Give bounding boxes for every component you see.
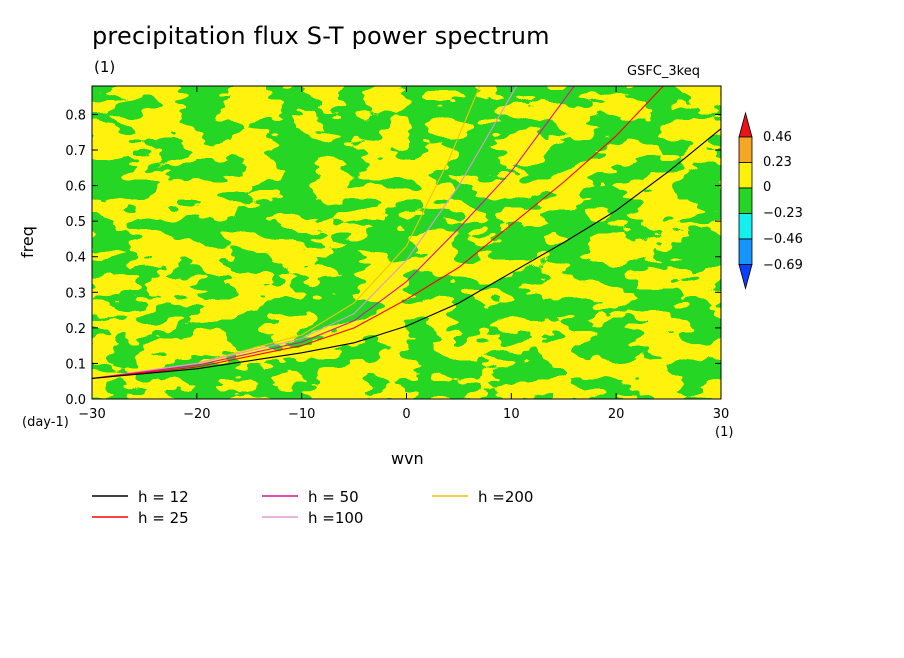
heatmap-field <box>92 86 721 399</box>
field-cyan-patches <box>92 86 721 399</box>
dispersion-curve <box>92 128 721 379</box>
y-tick-label: 0.7 <box>65 144 86 159</box>
x-tick-label: 10 <box>503 407 520 422</box>
y-axis: 0.0 0.1 0.2 0.3 0.4 0.5 0.6 0.7 0.8 <box>65 108 721 408</box>
x-tick-label: 20 <box>608 407 625 422</box>
y-tick-label: 0.2 <box>65 322 86 337</box>
colorbar-cell <box>738 187 753 214</box>
x-tick-label: 30 <box>713 407 730 422</box>
chart-title: precipitation flux S-T power spectrum <box>92 22 550 50</box>
y-unit-label: (day-1) <box>22 415 69 430</box>
y-tick-label: 0.5 <box>65 215 86 230</box>
colorbar-cell <box>738 136 753 163</box>
colorbar-label: −0.23 <box>763 206 803 221</box>
legend-label: h = 25 <box>138 509 189 527</box>
x-axis: −30 −20 −10 0 10 20 30 <box>78 86 729 422</box>
colorbar-label: 0 <box>763 180 772 195</box>
y-tick-label: 0.8 <box>65 108 86 123</box>
y-axis-label: freq <box>18 226 37 258</box>
field-unit-label: (1) <box>94 58 116 76</box>
colorbar-cell <box>738 111 753 138</box>
x-tick-label: −30 <box>78 407 105 422</box>
colorbar-label: −0.69 <box>763 258 803 273</box>
experiment-label: GSFC_3keq <box>627 64 700 79</box>
legend-label: h =100 <box>308 509 363 527</box>
dispersion-curves <box>92 86 721 379</box>
colorbar-cell <box>738 213 753 240</box>
y-tick-label: 0.0 <box>65 393 86 408</box>
y-tick-label: 0.6 <box>65 180 86 195</box>
colorbar-cell <box>738 238 753 265</box>
y-tick-label: 0.1 <box>65 357 86 372</box>
x-tick-label: −10 <box>288 407 315 422</box>
y-tick-label: 0.4 <box>65 251 86 266</box>
dispersion-curve <box>92 86 575 379</box>
colorbar-cell <box>738 162 753 189</box>
colorbar <box>738 111 753 291</box>
x-unit-label: (1) <box>715 425 734 440</box>
legend-label: h =200 <box>478 488 533 506</box>
x-axis-label: wvn <box>391 449 424 468</box>
legend-label: h = 50 <box>308 488 359 506</box>
x-tick-label: −20 <box>183 407 210 422</box>
dispersion-curve <box>92 86 518 379</box>
colorbar-label: −0.46 <box>763 232 803 247</box>
y-tick-label: 0.3 <box>65 286 86 301</box>
colorbar-label: 0.23 <box>763 155 792 170</box>
legend-label: h = 12 <box>138 488 189 506</box>
colorbar-label: 0.46 <box>763 130 792 145</box>
legend: h = 12 h = 25 h = 50 h =100 h =200 <box>92 488 533 527</box>
colorbar-cell <box>738 264 753 291</box>
x-tick-label: 0 <box>402 407 410 422</box>
dispersion-curve <box>92 86 664 379</box>
